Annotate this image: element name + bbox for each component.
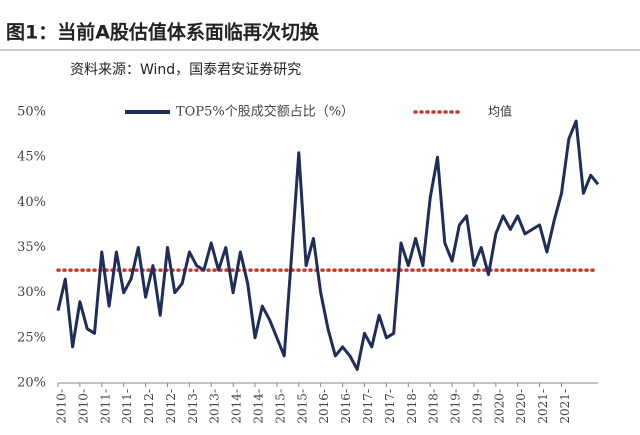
x-tick-label: 2014- [252,389,266,424]
y-tick-label: 20% [17,376,46,391]
x-tick-label: 2020- [492,389,506,424]
x-tick-label: 2010- [55,389,69,424]
x-tick-label: 2019- [449,389,463,424]
chart-subtitle: 资料来源：Wind，国泰君安证券研究 [70,62,301,78]
x-tick-label: 2017- [383,389,397,424]
x-tick-label: 2012- [164,389,178,424]
legend-label: TOP5%个股成交额占比（%） [176,104,354,120]
x-tick-label: 2021- [536,389,550,424]
x-tick-label: 2019- [470,389,484,424]
x-tick-label: 2014- [230,389,244,424]
x-tick-label: 2016- [317,389,331,424]
legend-label: 均值 [488,104,512,119]
x-tick-label: 2010- [76,389,90,424]
y-tick-label: 45% [17,150,46,165]
x-tick-label: 2015- [273,389,287,424]
x-tick-label: 2021- [558,389,572,424]
x-tick-label: 2012- [142,389,156,424]
x-tick-label: 2013- [186,389,200,424]
x-tick-label: 2015- [295,389,309,424]
series-line [56,119,600,371]
x-tick-label: 2011- [120,389,134,424]
y-tick-label: 50% [17,105,46,120]
x-tick-label: 2018- [427,389,441,424]
y-tick-label: 25% [17,330,46,345]
x-tick-label: 2013- [208,389,222,424]
y-tick-label: 40% [17,195,46,210]
x-tick-label: 2020- [514,389,528,424]
x-tick-label: 2018- [405,389,419,424]
y-tick-label: 35% [17,240,46,255]
x-tick-label: 2016- [339,389,353,424]
y-tick-label: 30% [17,285,46,300]
x-tick-label: 2017- [361,389,375,424]
x-tick-label: 2011- [98,389,112,424]
chart-title: 图1：当前A股估值体系面临再次切换 [6,21,320,44]
